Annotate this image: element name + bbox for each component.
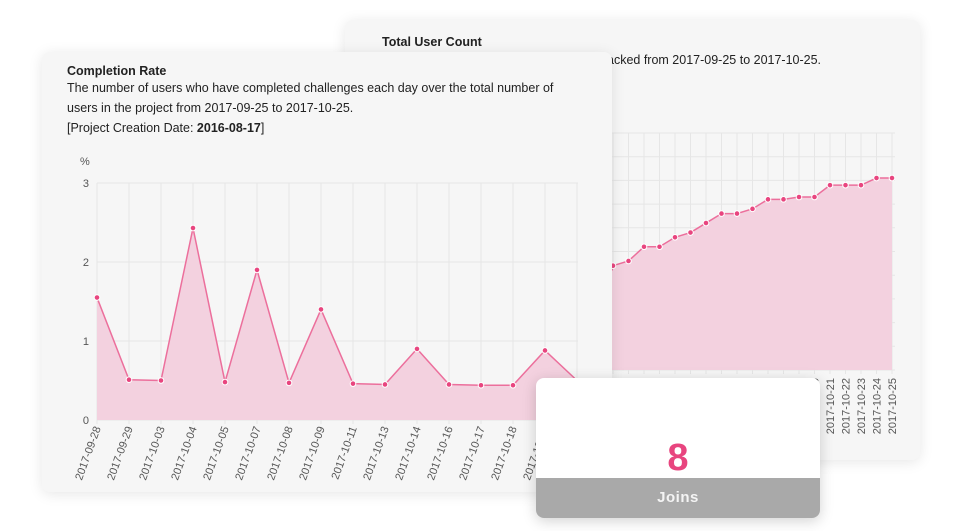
area-fill [97,228,577,420]
data-point [625,257,632,265]
completion-rate-title: Completion Rate [67,64,167,78]
data-point [125,376,133,384]
x-tick-label: 2017-10-03 [137,425,168,482]
data-point [381,381,389,388]
x-tick-label: 2017-10-14 [393,425,424,482]
x-tick-label: 2017-10-17 [457,425,488,482]
x-tick-label: 2017-10-08 [265,425,296,482]
x-tick-label: 2017-09-28 [73,425,104,482]
x-tick-label: 2017-10-23 [856,378,868,434]
joins-label: Joins [536,478,820,518]
data-point [509,381,517,389]
x-tick-label: 2017-10-04 [169,425,200,482]
x-tick-label: 2017-10-13 [361,425,392,482]
x-tick-label: 2017-10-18 [489,425,520,482]
x-tick-label: 2017-10-07 [233,425,264,482]
data-point [764,196,772,203]
data-point [733,210,741,217]
creation-date-suffix: ] [260,121,265,135]
x-tick-label: 2017-09-29 [105,425,136,482]
data-point [873,174,880,182]
data-point [780,196,787,203]
data-point [811,193,818,201]
data-point [687,229,694,236]
data-point [253,266,261,274]
data-point [749,205,756,213]
data-point [640,243,648,251]
data-point [93,294,101,301]
total-user-count-description: acked from 2017-09-25 to 2017-10-25. [607,53,822,67]
data-point [826,181,834,189]
data-point [541,347,549,354]
x-tick-label: 2017-10-16 [425,425,456,482]
joins-value: 8 [667,437,689,479]
data-point [888,174,896,182]
creation-date: 2016-08-17 [196,121,261,135]
data-point [718,210,725,217]
data-point [157,377,165,384]
data-point [413,345,421,353]
data-point [842,181,849,189]
data-point [671,233,679,241]
data-point [317,306,325,313]
x-tick-label: 2017-10-05 [201,425,232,482]
data-point [656,243,663,251]
x-tick-label: 2017-10-25 [887,378,899,434]
x-tick-label: 2017-10-11 [330,425,360,481]
data-point [221,378,229,386]
data-point [477,381,485,389]
description-text: The number of users who have completed c… [67,81,554,115]
y-axis-label: % [80,156,90,168]
data-point [285,379,293,387]
x-tick-label: 2017-10-09 [297,425,328,482]
creation-date-label: [Project Creation Date: [67,121,197,135]
x-tick-label: 2017-10-21 [825,378,837,434]
x-tick-label: 2017-10-22 [841,378,853,434]
series-line [96,227,578,386]
data-point [189,224,197,232]
area-fill [612,178,892,370]
y-tick-label: 1 [83,336,89,348]
joins-stat-card[interactable]: 8 Joins [536,378,820,518]
x-tick-label: 2017-10-24 [872,378,884,434]
data-point [445,381,453,388]
data-point [702,219,710,227]
total-user-count-title: Total User Count [382,35,482,49]
y-tick-label: 3 [83,178,89,190]
data-point [795,193,803,201]
data-point [349,380,357,387]
y-tick-label: 2 [83,257,89,269]
completion-rate-description: The number of users who have completed c… [67,78,587,138]
y-tick-label: 0 [83,415,89,427]
data-point [857,181,865,189]
